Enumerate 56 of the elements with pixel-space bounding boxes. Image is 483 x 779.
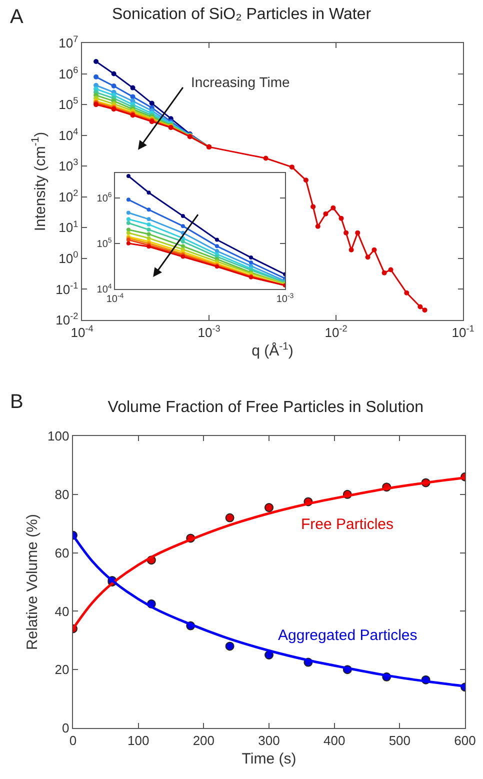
x-tick-label: 600 <box>454 732 476 748</box>
point <box>225 513 234 522</box>
point <box>264 650 274 660</box>
y-tick-label: 100 <box>47 428 70 444</box>
y-tick-label: 10$^{4}$ <box>96 283 112 296</box>
y-tick-label: 10$^{0}$ <box>58 250 78 266</box>
x-tick-label: 10$^{-4}$ <box>106 293 124 306</box>
y-tick-label: 10$^{6}$ <box>58 64 78 82</box>
x-tick-label: 200 <box>192 732 215 748</box>
y-tick-label: 10$^{2}$ <box>58 188 78 204</box>
x-tick-label: 10$^{-2}$ <box>324 323 348 340</box>
point <box>264 503 274 512</box>
point <box>180 214 185 218</box>
y-tick-label: 10$^{5}$ <box>58 96 78 112</box>
y-tick-label: 10$^{6}$ <box>96 192 112 204</box>
chart-title: Volume Fraction of Free Particles in Solution <box>108 399 424 416</box>
text: B <box>10 391 24 413</box>
x-tick-label: 10$^{-3}$ <box>198 323 220 340</box>
y-tick-label: 10$^{4}$ <box>58 126 78 143</box>
series-label: Free Particles <box>301 516 394 533</box>
point <box>146 222 151 226</box>
annotation: Increasing Time <box>191 74 290 90</box>
point <box>249 256 253 260</box>
x-tick-label: 10$^{-3}$ <box>276 293 294 306</box>
x-tick-label: 10$^{-1}$ <box>452 323 474 340</box>
point <box>146 208 151 212</box>
point <box>180 240 185 244</box>
point <box>214 244 219 248</box>
y-tick-label: 40 <box>54 604 70 619</box>
x-tick-label: 500 <box>388 732 411 748</box>
y-axis-title: Relative Volume (%) <box>24 514 41 650</box>
point <box>180 244 185 248</box>
y-tick-label: 60 <box>54 545 70 560</box>
point <box>146 217 151 222</box>
point <box>214 238 219 242</box>
series-label: Aggregated Particles <box>278 627 418 644</box>
point <box>225 642 234 651</box>
point <box>146 190 151 195</box>
y-tick-label: 80 <box>54 486 70 502</box>
point <box>180 224 185 228</box>
point <box>146 228 151 232</box>
x-axis-title: Time (s) <box>242 750 296 768</box>
y-tick-label: 0 <box>62 720 70 736</box>
x-tick-label: 100 <box>127 732 150 748</box>
x-axis-title: q (Å$^{-1}$) <box>252 340 294 360</box>
point <box>146 232 151 236</box>
y-tick-label: 10$^{1}$ <box>58 218 78 236</box>
y-tick-label: 20 <box>54 662 70 678</box>
y-tick-label: 10$^{5}$ <box>96 238 112 250</box>
point <box>249 260 253 265</box>
x-tick-label: 400 <box>323 732 346 748</box>
text: A <box>10 6 24 28</box>
y-tick-label: 10$^{7}$ <box>58 34 78 51</box>
x-tick-label: 300 <box>258 732 280 748</box>
chart-title: Sonication of SiO₂ Particles in Water <box>112 6 372 23</box>
y-tick-label: 10$^{3}$ <box>58 157 78 174</box>
